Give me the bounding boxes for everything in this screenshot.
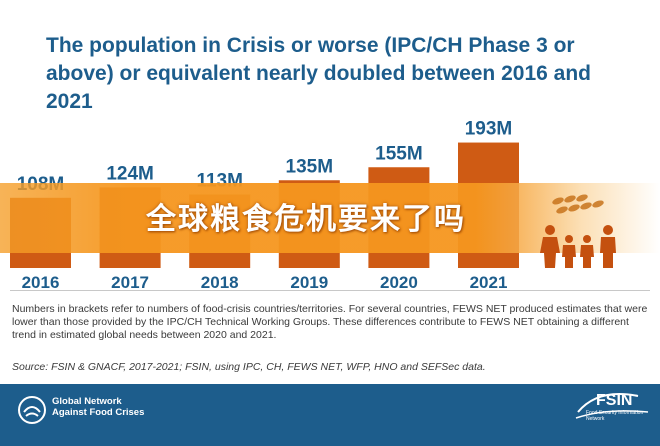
footnote: Numbers in brackets refer to numbers of … — [12, 303, 648, 341]
gn-line2: Against Food Crises — [52, 407, 145, 418]
category-label-2021: 2021 — [470, 273, 508, 292]
fsin-logo-icon — [575, 393, 649, 419]
divider — [10, 290, 650, 291]
fsin-subtitle: Food Security Information Network — [586, 410, 644, 422]
category-label-2020: 2020 — [380, 273, 418, 292]
family-icon — [540, 225, 616, 268]
overlay-text: 全球粮食危机要来了吗 — [146, 202, 466, 237]
fsin-wordmark: FSIN — [596, 392, 633, 409]
category-label-2016: 2016 — [22, 273, 60, 292]
category-label-2017: 2017 — [111, 273, 149, 292]
source-note: Source: FSIN & GNACF, 2017-2021; FSIN, u… — [12, 361, 486, 373]
wheat-icon — [552, 194, 604, 214]
gn-line1: Global Network — [52, 396, 122, 407]
value-label-2021: 193M — [465, 119, 513, 140]
value-label-2019: 135M — [286, 156, 334, 177]
value-label-2020: 155M — [375, 143, 423, 164]
footer-bar — [0, 384, 660, 446]
value-label-2017: 124M — [106, 163, 154, 184]
category-label-2018: 2018 — [201, 273, 239, 292]
category-label-2019: 2019 — [290, 273, 328, 292]
chart-title: The population in Crisis or worse (IPC/C… — [46, 34, 591, 113]
global-network-text: Global Network Against Food Crises — [52, 396, 144, 418]
global-network-logo-icon — [18, 396, 46, 424]
